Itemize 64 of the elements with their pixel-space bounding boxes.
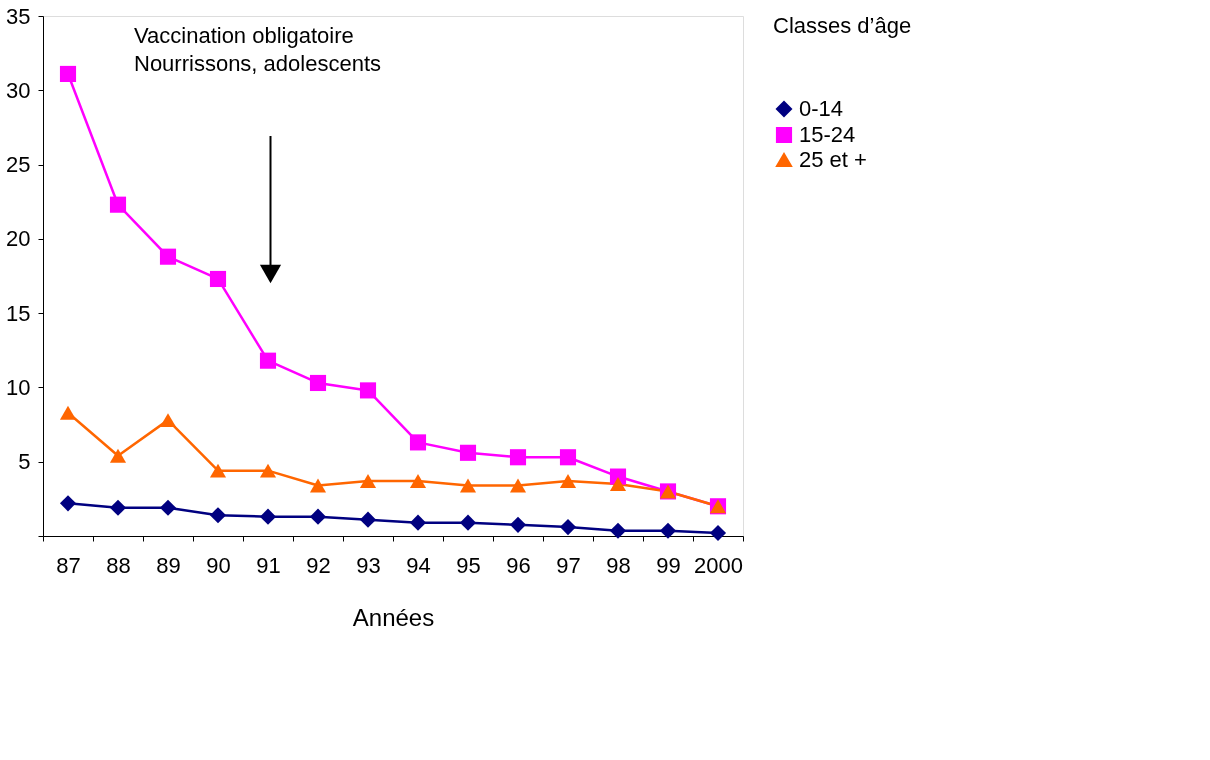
- point: [309, 374, 327, 392]
- point: [609, 522, 627, 539]
- x-tick-label: 93: [356, 552, 381, 578]
- point: [159, 248, 177, 265]
- point: [409, 434, 427, 451]
- x-tick-label: 97: [556, 552, 581, 578]
- point: [209, 270, 227, 288]
- y-tick-label: 5: [18, 449, 31, 475]
- point: [59, 65, 77, 83]
- x-tick-label: 89: [156, 552, 181, 578]
- point: [59, 495, 77, 512]
- annotation: Vaccination obligatoire Nourrissons, adolescents: [134, 23, 382, 76]
- point: [359, 474, 377, 489]
- legend-label: 25 et +: [799, 147, 867, 172]
- point: [509, 516, 527, 533]
- y-tick-label: 35: [6, 3, 31, 29]
- legend-title: Classes d’âge: [773, 13, 912, 38]
- y-tick-label: 10: [6, 374, 31, 400]
- x-tick-label: 92: [306, 552, 331, 578]
- x-tick-label: 98: [606, 552, 631, 578]
- y-tick-label: 20: [6, 226, 31, 252]
- x-tick-label: 96: [506, 552, 531, 578]
- point: [159, 413, 177, 428]
- x-tick-label: 2000: [694, 552, 743, 578]
- point: [259, 463, 277, 478]
- x-tick-label: 90: [206, 552, 231, 578]
- x-tick-label: 95: [456, 552, 481, 578]
- point: [559, 474, 577, 489]
- point: [359, 382, 377, 399]
- point: [109, 499, 127, 516]
- point: [309, 478, 327, 493]
- x-tick-label: 99: [656, 552, 681, 578]
- point: [59, 405, 77, 420]
- point: [659, 522, 677, 539]
- point: [559, 519, 577, 536]
- point: [159, 499, 177, 516]
- point: [509, 478, 527, 493]
- point: [409, 514, 427, 531]
- point: [709, 524, 727, 542]
- point: [609, 477, 627, 491]
- point: [559, 449, 577, 466]
- point: [109, 448, 127, 463]
- point: [459, 444, 477, 461]
- point: [459, 478, 477, 493]
- x-tick-label: 94: [406, 552, 431, 578]
- point: [109, 196, 127, 213]
- point: [209, 507, 227, 524]
- point: [409, 474, 427, 489]
- point: [509, 449, 527, 466]
- x-axis-title: Années: [352, 603, 435, 631]
- x-tick-label: 91: [256, 552, 281, 578]
- y-tick-label: 15: [6, 300, 31, 326]
- point: [259, 352, 277, 369]
- point: [459, 514, 477, 531]
- point: [209, 463, 227, 478]
- point: [359, 511, 377, 528]
- x-tick-label: 88: [106, 552, 131, 578]
- y-tick-label: 25: [6, 152, 31, 178]
- point: [259, 508, 277, 525]
- point: [309, 508, 327, 525]
- x-tick-label: 87: [56, 552, 81, 578]
- legend-label: 0-14: [799, 96, 844, 121]
- legend-label: 15-24: [799, 122, 856, 147]
- y-tick-label: 30: [6, 77, 31, 103]
